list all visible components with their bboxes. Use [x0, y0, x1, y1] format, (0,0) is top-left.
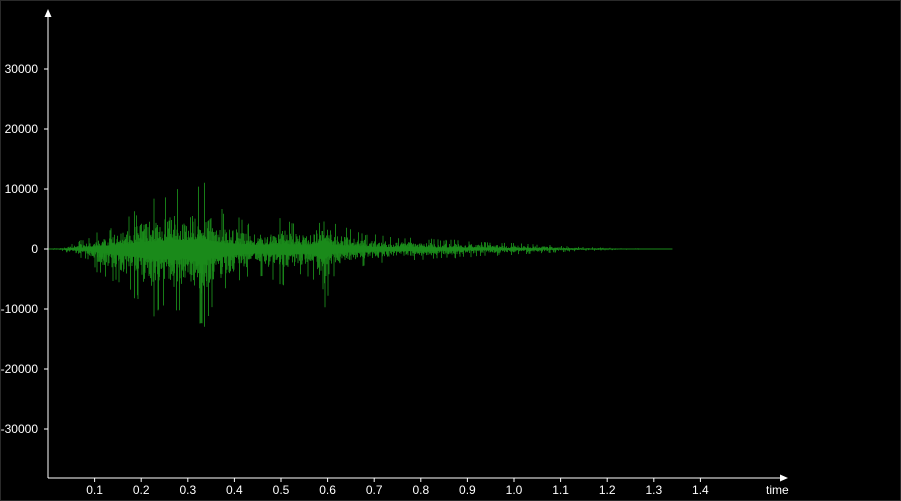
axes [44, 9, 788, 482]
x-tick-label: 0.6 [319, 483, 336, 497]
x-tick-label: 0.7 [366, 483, 383, 497]
x-tick-label: 0.4 [226, 483, 243, 497]
x-tick-label: 0.8 [412, 483, 429, 497]
x-axis-arrow [780, 474, 788, 482]
x-axis-ticks: 0.1 0.2 0.3 0.4 0.5 0.6 0.7 0.8 0.9 1.0 1.1 1.2 1.3 1… [86, 478, 709, 497]
x-tick-label: 1.0 [506, 483, 523, 497]
y-tick-label: -30000 [1, 422, 39, 436]
y-axis-arrow [44, 9, 52, 17]
x-tick-label: 0.1 [86, 483, 103, 497]
y-tick-label: 0 [31, 242, 38, 256]
y-tick-label: 20000 [5, 122, 39, 136]
x-tick-label: 1.4 [692, 483, 709, 497]
y-tick-label: 10000 [5, 182, 39, 196]
x-tick-label: 1.1 [552, 483, 569, 497]
x-tick-label: 0.5 [273, 483, 290, 497]
y-tick-label: 30000 [5, 62, 39, 76]
waveform-signal [48, 182, 673, 327]
x-tick-label: 0.3 [179, 483, 196, 497]
y-tick-label: -10000 [1, 302, 39, 316]
x-axis-title: time [766, 483, 789, 497]
waveform-series [48, 182, 673, 327]
y-axis-ticks: 30000 20000 10000 0 -10000 -20000 -30000 [1, 62, 48, 436]
x-tick-label: 1.2 [599, 483, 616, 497]
y-tick-label: -20000 [1, 362, 39, 376]
x-tick-label: 0.9 [459, 483, 476, 497]
x-tick-label: 0.2 [133, 483, 150, 497]
x-tick-label: 1.3 [645, 483, 662, 497]
